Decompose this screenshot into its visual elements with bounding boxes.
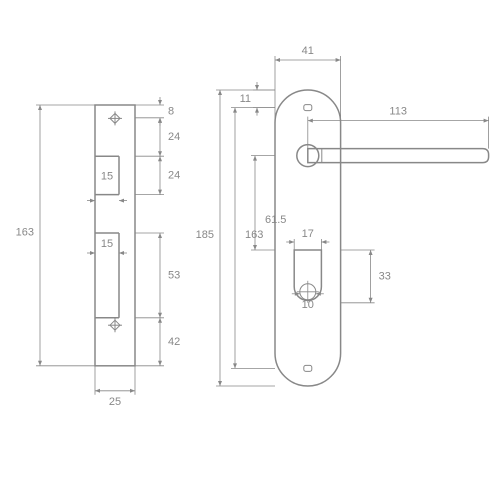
- lever-handle: [308, 149, 489, 163]
- labels.hp_cyl_h: 33: [379, 270, 391, 282]
- labels.hp_cyl_d: 10: [302, 299, 314, 311]
- labels.sp_bolt: 53: [168, 269, 180, 281]
- labels.sp_top: 8: [168, 105, 174, 117]
- labels.sp_gap2: 24: [168, 169, 180, 181]
- labels.hp_width: 41: [302, 45, 314, 57]
- labels.hp_top: 11: [240, 93, 251, 105]
- labels.hp_h1: 185: [196, 229, 214, 241]
- labels.sp_cut2: 15: [101, 238, 113, 250]
- labels.hp_h2: 163: [245, 229, 263, 241]
- labels.sp_bottom: 42: [168, 336, 180, 348]
- labels.sp_height: 163: [16, 226, 34, 238]
- labels.sp_cut1: 15: [101, 170, 113, 182]
- labels.hp_cs: 61.5: [265, 214, 286, 226]
- labels.hp_cyl_w: 17: [302, 228, 314, 240]
- labels.sp_width: 25: [109, 396, 121, 408]
- labels.hp_handle: 113: [389, 106, 407, 118]
- labels.sp_gap1: 24: [168, 131, 180, 143]
